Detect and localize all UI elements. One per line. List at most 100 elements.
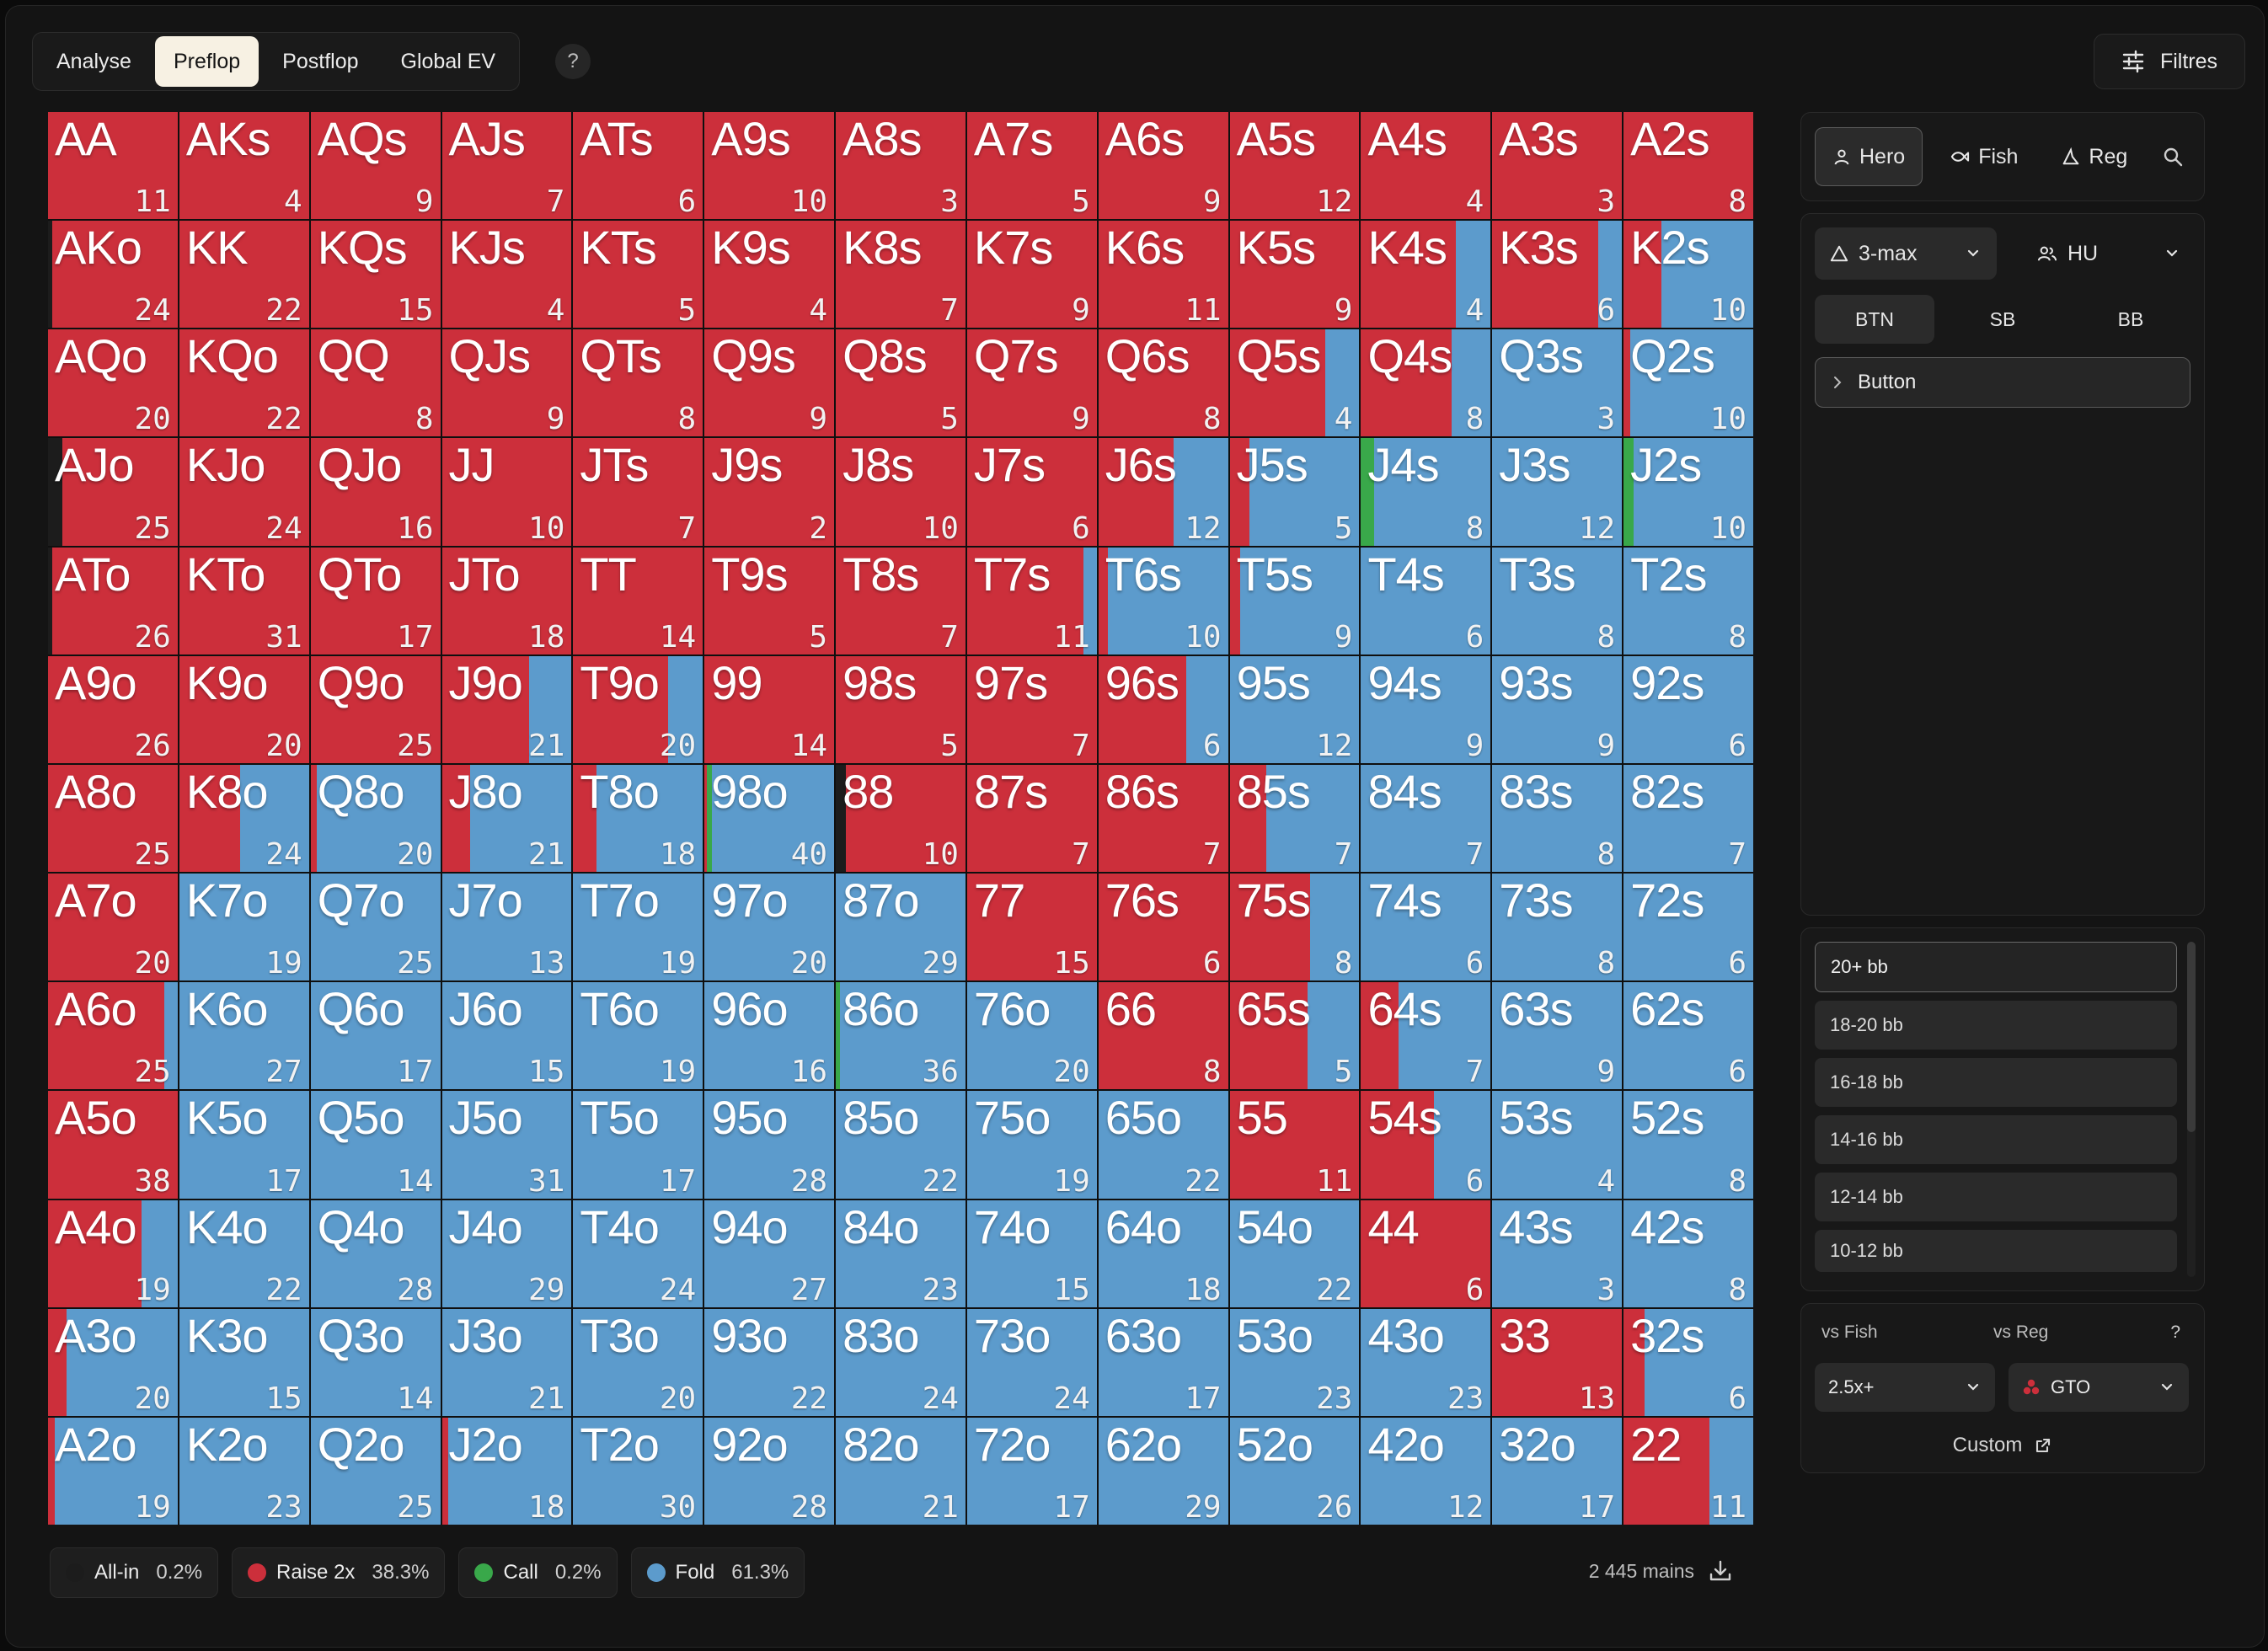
hand-cell-Q5s[interactable]: Q5s 4 [1229,329,1360,437]
hand-cell-87o[interactable]: 87o 29 [836,874,966,981]
hand-cell-84o[interactable]: 84o 23 [836,1200,966,1307]
hand-cell-K4o[interactable]: K4o 22 [179,1200,309,1307]
hand-cell-Q9o[interactable]: Q9o 25 [310,655,441,763]
hand-cell-T8s[interactable]: T8s 7 [836,547,966,655]
hand-cell-T7o[interactable]: T7o 19 [573,874,703,981]
hand-cell-A7o[interactable]: A7o 20 [48,874,178,981]
hand-cell-95o[interactable]: 95o 28 [704,1091,835,1199]
hand-cell-K4s[interactable]: K4s 4 [1361,221,1491,329]
hand-cell-97s[interactable]: 97s 7 [966,655,1097,763]
hand-cell-75s[interactable]: 75s 8 [1229,874,1360,981]
hand-cell-T3o[interactable]: T3o 20 [573,1308,703,1416]
hand-cell-A9s[interactable]: A9s 10 [704,112,835,220]
hand-cell-Q3o[interactable]: Q3o 14 [310,1308,441,1416]
hand-cell-A2o[interactable]: A2o 19 [48,1417,178,1525]
hand-cell-94o[interactable]: 94o 27 [704,1200,835,1307]
hand-cell-Q8s[interactable]: Q8s 5 [836,329,966,437]
hand-cell-42o[interactable]: 42o 12 [1361,1417,1491,1525]
hand-cell-KTs[interactable]: KTs 5 [573,221,703,329]
exploit-help[interactable]: ? [2170,1322,2180,1342]
hand-cell-AJo[interactable]: AJo 25 [48,438,178,546]
opponent-reg[interactable]: Reg [2045,128,2144,185]
hand-cell-62o[interactable]: 62o 29 [1098,1417,1228,1525]
position-bb[interactable]: BB [2117,307,2144,330]
hand-cell-KJo[interactable]: KJo 24 [179,438,309,546]
hand-cell-44[interactable]: 44 6 [1361,1200,1491,1307]
hand-cell-T2o[interactable]: T2o 30 [573,1417,703,1525]
hand-cell-AQo[interactable]: AQo 20 [48,329,178,437]
hand-cell-82s[interactable]: 82s 7 [1623,764,1753,873]
hand-cell-Q5o[interactable]: Q5o 14 [310,1091,441,1199]
tab-preflop[interactable]: Preflop [154,36,259,87]
hand-cell-77[interactable]: 77 15 [966,874,1097,981]
hand-cell-33[interactable]: 33 13 [1492,1308,1623,1416]
hand-cell-KQo[interactable]: KQo 22 [179,329,309,437]
hand-cell-22[interactable]: 22 11 [1623,1417,1753,1525]
hand-cell-43s[interactable]: 43s 3 [1492,1200,1623,1307]
hand-cell-87s[interactable]: 87s 7 [966,764,1097,873]
stack-option[interactable]: 18-20 bb [1815,1001,2177,1050]
hand-cell-95s[interactable]: 95s 12 [1229,655,1360,763]
vs-reg-select[interactable]: GTO [2009,1363,2189,1412]
hand-cell-KTo[interactable]: KTo 31 [179,547,309,655]
hand-cell-A4s[interactable]: A4s 4 [1361,112,1491,220]
hand-cell-96s[interactable]: 96s 6 [1098,655,1228,763]
hand-cell-T9s[interactable]: T9s 5 [704,547,835,655]
stack-option[interactable]: 14-16 bb [1815,1115,2177,1164]
hand-cell-43o[interactable]: 43o 23 [1361,1308,1491,1416]
hand-cell-KJs[interactable]: KJs 4 [441,221,572,329]
hand-cell-32o[interactable]: 32o 17 [1492,1417,1623,1525]
hand-cell-T6s[interactable]: T6s 10 [1098,547,1228,655]
hand-cell-A8o[interactable]: A8o 25 [48,764,178,873]
hand-cell-72s[interactable]: 72s 6 [1623,874,1753,981]
hand-cell-92s[interactable]: 92s 6 [1623,655,1753,763]
hand-cell-A5s[interactable]: A5s 12 [1229,112,1360,220]
hand-cell-J2s[interactable]: J2s 10 [1623,438,1753,546]
hand-cell-Q7s[interactable]: Q7s 9 [966,329,1097,437]
hand-cell-86o[interactable]: 86o 36 [836,982,966,1090]
filters-button[interactable]: Filtres [2094,34,2245,89]
hand-cell-T6o[interactable]: T6o 19 [573,982,703,1090]
hand-cell-82o[interactable]: 82o 21 [836,1417,966,1525]
hand-cell-J7o[interactable]: J7o 13 [441,874,572,981]
stack-scrollbar[interactable] [2187,942,2196,1277]
hand-cell-98o[interactable]: 98o 40 [704,764,835,873]
hand-cell-A4o[interactable]: A4o 19 [48,1200,178,1307]
hand-cell-AA[interactable]: AA 11 [48,112,178,220]
vs-fish-select[interactable]: 2.5x+ [1815,1363,1995,1412]
hand-cell-92o[interactable]: 92o 28 [704,1417,835,1525]
hand-cell-73o[interactable]: 73o 24 [966,1308,1097,1416]
hand-cell-ATs[interactable]: ATs 6 [573,112,703,220]
hand-cell-QTo[interactable]: QTo 17 [310,547,441,655]
stack-option[interactable]: 20+ bb [1815,942,2177,992]
table-size-select[interactable]: HU [2022,227,2190,280]
hand-cell-Q2s[interactable]: Q2s 10 [1623,329,1753,437]
hand-cell-64o[interactable]: 64o 18 [1098,1200,1228,1307]
hand-cell-83s[interactable]: 83s 8 [1492,764,1623,873]
hand-cell-JJ[interactable]: JJ 10 [441,438,572,546]
hand-cell-65s[interactable]: 65s 5 [1229,982,1360,1090]
hand-cell-J8o[interactable]: J8o 21 [441,764,572,873]
hand-cell-Q6o[interactable]: Q6o 17 [310,982,441,1090]
hand-cell-Q7o[interactable]: Q7o 25 [310,874,441,981]
hand-cell-KK[interactable]: KK 22 [179,221,309,329]
tab-global-ev[interactable]: Global EV [400,49,496,73]
hand-cell-55[interactable]: 55 11 [1229,1091,1360,1199]
hand-cell-J3o[interactable]: J3o 21 [441,1308,572,1416]
hand-cell-Q9s[interactable]: Q9s 9 [704,329,835,437]
hand-cell-54s[interactable]: 54s 6 [1361,1091,1491,1199]
hand-cell-A9o[interactable]: A9o 26 [48,655,178,763]
opponent-hero[interactable]: Hero [1815,127,1923,186]
position-btn[interactable]: BTN [1815,295,1934,344]
hand-cell-A8s[interactable]: A8s 3 [836,112,966,220]
hand-cell-JTs[interactable]: JTs 7 [573,438,703,546]
hand-cell-TT[interactable]: TT 14 [573,547,703,655]
hand-cell-A3s[interactable]: A3s 3 [1492,112,1623,220]
hand-cell-J4o[interactable]: J4o 29 [441,1200,572,1307]
hand-cell-J5s[interactable]: J5s 5 [1229,438,1360,546]
hand-cell-T5s[interactable]: T5s 9 [1229,547,1360,655]
hand-cell-88[interactable]: 88 10 [836,764,966,873]
hand-cell-93s[interactable]: 93s 9 [1492,655,1623,763]
hand-cell-J7s[interactable]: J7s 6 [966,438,1097,546]
hand-cell-J9s[interactable]: J9s 2 [704,438,835,546]
